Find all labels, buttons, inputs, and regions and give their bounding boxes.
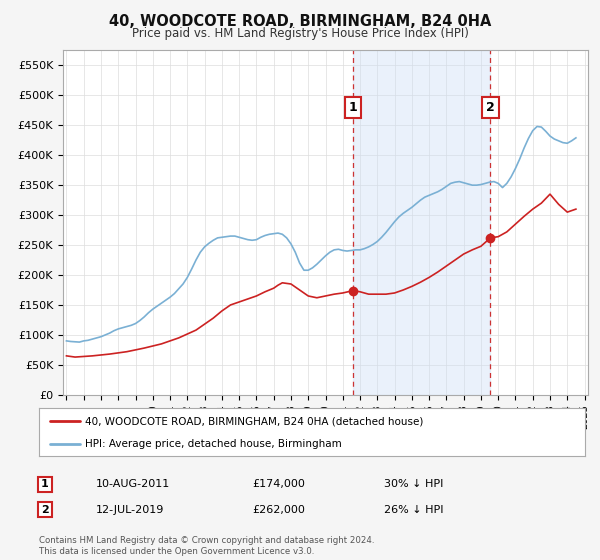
Text: 26% ↓ HPI: 26% ↓ HPI — [384, 505, 443, 515]
Text: Price paid vs. HM Land Registry's House Price Index (HPI): Price paid vs. HM Land Registry's House … — [131, 27, 469, 40]
Text: 40, WOODCOTE ROAD, BIRMINGHAM, B24 0HA: 40, WOODCOTE ROAD, BIRMINGHAM, B24 0HA — [109, 14, 491, 29]
Text: 12-JUL-2019: 12-JUL-2019 — [96, 505, 164, 515]
Text: 1: 1 — [349, 101, 358, 114]
Text: £174,000: £174,000 — [252, 479, 305, 489]
Text: 40, WOODCOTE ROAD, BIRMINGHAM, B24 0HA (detached house): 40, WOODCOTE ROAD, BIRMINGHAM, B24 0HA (… — [85, 416, 424, 426]
Text: 2: 2 — [486, 101, 495, 114]
Text: 2: 2 — [41, 505, 49, 515]
Bar — [353, 50, 490, 395]
Text: HPI: Average price, detached house, Birmingham: HPI: Average price, detached house, Birm… — [85, 439, 342, 449]
Text: 30% ↓ HPI: 30% ↓ HPI — [384, 479, 443, 489]
Text: 10-AUG-2011: 10-AUG-2011 — [96, 479, 170, 489]
Text: 1: 1 — [41, 479, 49, 489]
Text: £262,000: £262,000 — [252, 505, 305, 515]
Text: Contains HM Land Registry data © Crown copyright and database right 2024.
This d: Contains HM Land Registry data © Crown c… — [39, 536, 374, 556]
